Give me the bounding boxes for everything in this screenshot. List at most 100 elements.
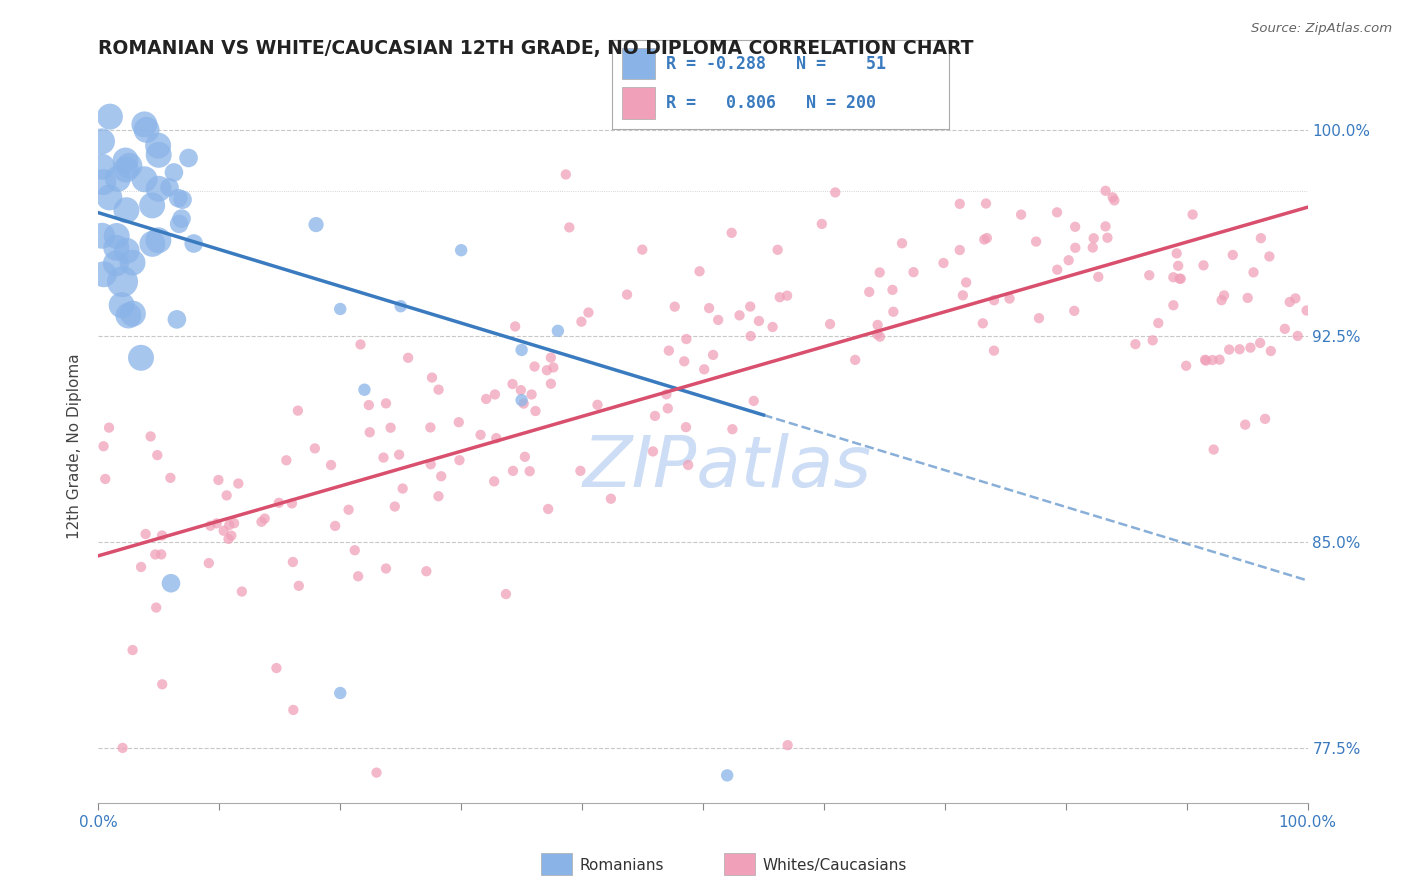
- Point: [1137, 268, 1160, 283]
- Point: [824, 186, 846, 200]
- Point: [644, 409, 666, 423]
- Point: [673, 354, 696, 368]
- Point: [949, 197, 972, 211]
- Point: [1163, 298, 1185, 312]
- Point: [641, 444, 664, 458]
- Point: [375, 396, 398, 410]
- Point: [512, 396, 534, 410]
- Point: [323, 519, 346, 533]
- Point: [1046, 205, 1069, 219]
- Point: [818, 317, 841, 331]
- Point: [520, 387, 543, 401]
- Point: [388, 448, 411, 462]
- Point: [253, 511, 276, 525]
- Point: [337, 502, 360, 516]
- Point: [502, 377, 524, 392]
- Point: [983, 293, 1005, 308]
- Point: [1250, 231, 1272, 245]
- Point: [485, 431, 508, 445]
- Text: R =   0.806   N = 200: R = 0.806 N = 200: [665, 94, 876, 112]
- Point: [503, 319, 526, 334]
- Point: [707, 313, 730, 327]
- Point: [1175, 359, 1198, 373]
- Point: [523, 359, 546, 374]
- Point: [540, 376, 562, 391]
- Point: [121, 255, 143, 269]
- Point: [547, 324, 569, 338]
- Text: ZIPatlas: ZIPatlas: [582, 433, 872, 502]
- Point: [389, 299, 412, 313]
- Point: [91, 160, 114, 174]
- Point: [91, 228, 114, 243]
- Point: [510, 393, 533, 408]
- Point: [811, 217, 834, 231]
- Point: [740, 329, 762, 343]
- Point: [221, 528, 243, 542]
- Point: [141, 198, 163, 212]
- Point: [631, 243, 654, 257]
- Point: [664, 300, 686, 314]
- Point: [1163, 270, 1185, 285]
- Point: [776, 738, 799, 752]
- Point: [107, 171, 129, 186]
- Point: [143, 548, 166, 562]
- Point: [349, 337, 371, 351]
- Point: [198, 556, 221, 570]
- Point: [91, 175, 114, 189]
- Point: [1208, 352, 1230, 367]
- Point: [111, 298, 134, 312]
- Point: [93, 439, 115, 453]
- Point: [1192, 258, 1215, 272]
- Point: [952, 288, 974, 302]
- Point: [524, 404, 547, 418]
- Point: [150, 528, 173, 542]
- Point: [94, 472, 117, 486]
- Point: [891, 236, 914, 251]
- Point: [882, 283, 904, 297]
- Point: [380, 420, 402, 434]
- Text: Romanians: Romanians: [579, 858, 664, 872]
- Point: [676, 458, 699, 472]
- Point: [1063, 303, 1085, 318]
- Point: [1258, 249, 1281, 263]
- Point: [482, 475, 505, 489]
- Point: [658, 343, 681, 358]
- Point: [224, 516, 246, 531]
- Text: Source: ZipAtlas.com: Source: ZipAtlas.com: [1251, 22, 1392, 36]
- Point: [141, 236, 163, 251]
- Point: [105, 241, 128, 255]
- Point: [1249, 335, 1271, 350]
- Point: [1097, 231, 1119, 245]
- Point: [420, 370, 443, 384]
- Point: [903, 265, 925, 279]
- Point: [91, 134, 114, 148]
- Point: [114, 153, 136, 168]
- Bar: [621, 48, 655, 79]
- Point: [419, 458, 441, 472]
- Point: [105, 229, 128, 244]
- Point: [150, 548, 173, 562]
- Point: [1286, 329, 1309, 343]
- Point: [134, 172, 156, 186]
- Point: [769, 290, 792, 304]
- Point: [114, 162, 136, 177]
- Point: [721, 422, 744, 436]
- Point: [177, 151, 200, 165]
- Point: [146, 448, 169, 462]
- Point: [357, 398, 380, 412]
- Point: [146, 138, 169, 153]
- Point: [1278, 295, 1301, 310]
- Point: [1083, 231, 1105, 245]
- Point: [287, 403, 309, 417]
- Point: [502, 464, 524, 478]
- Point: [740, 300, 762, 314]
- Point: [728, 309, 751, 323]
- Point: [1101, 190, 1123, 204]
- Point: [218, 518, 240, 533]
- Point: [495, 587, 517, 601]
- Point: [1295, 303, 1317, 318]
- Point: [134, 117, 156, 131]
- Point: [776, 288, 799, 302]
- Point: [475, 392, 498, 406]
- Point: [447, 415, 470, 429]
